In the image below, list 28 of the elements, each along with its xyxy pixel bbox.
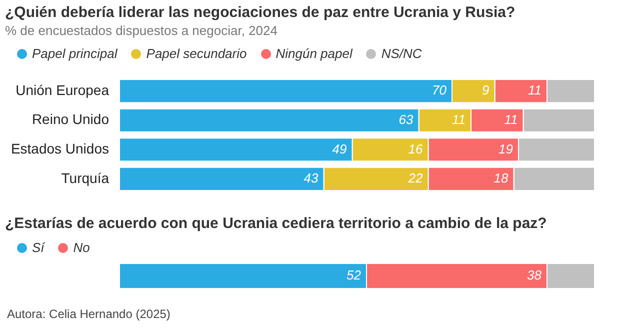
data-label: 16 <box>408 141 424 156</box>
data-label: 19 <box>498 141 513 156</box>
data-label: 49 <box>332 141 347 156</box>
data-label: 18 <box>494 170 510 186</box>
chart-title: ¿Estarías de acuerdo con que Ucrania cediera territorio a cambio de la paz? <box>5 215 548 232</box>
data-label: 38 <box>527 268 542 283</box>
legend-label: Papel principal <box>32 46 118 61</box>
data-label: 22 <box>407 170 424 186</box>
chart-title: ¿Quién debería liderar las negociaciones de paz entre Ucrania y Rusia? <box>5 4 516 21</box>
legend-label: No <box>73 240 90 255</box>
y-tick-label: Unión Europea <box>16 82 110 98</box>
data-label: 52 <box>346 268 362 283</box>
data-label: 63 <box>398 112 414 127</box>
data-label: 11 <box>528 82 542 98</box>
data-label: 70 <box>432 82 448 98</box>
y-tick-label: Reino Unido <box>32 111 110 128</box>
text: Autora: Celia Hernando (2025) <box>7 307 172 321</box>
data-label: 11 <box>452 112 466 127</box>
chart-subtitle: % de encuestados dispuestos a negociar, 2024 <box>5 23 278 38</box>
legend-label: Sí <box>32 240 44 255</box>
data-label: 11 <box>504 112 518 127</box>
legend-label: Ningún papel <box>276 46 352 61</box>
y-tick-label: Turquía <box>61 170 110 186</box>
legend-label: Papel secundario <box>146 46 247 61</box>
legend-label: NS/NC <box>381 46 422 61</box>
data-label: 43 <box>304 170 320 186</box>
data-label: 9 <box>482 82 490 98</box>
y-tick-label: Estados Unidos <box>10 140 109 157</box>
